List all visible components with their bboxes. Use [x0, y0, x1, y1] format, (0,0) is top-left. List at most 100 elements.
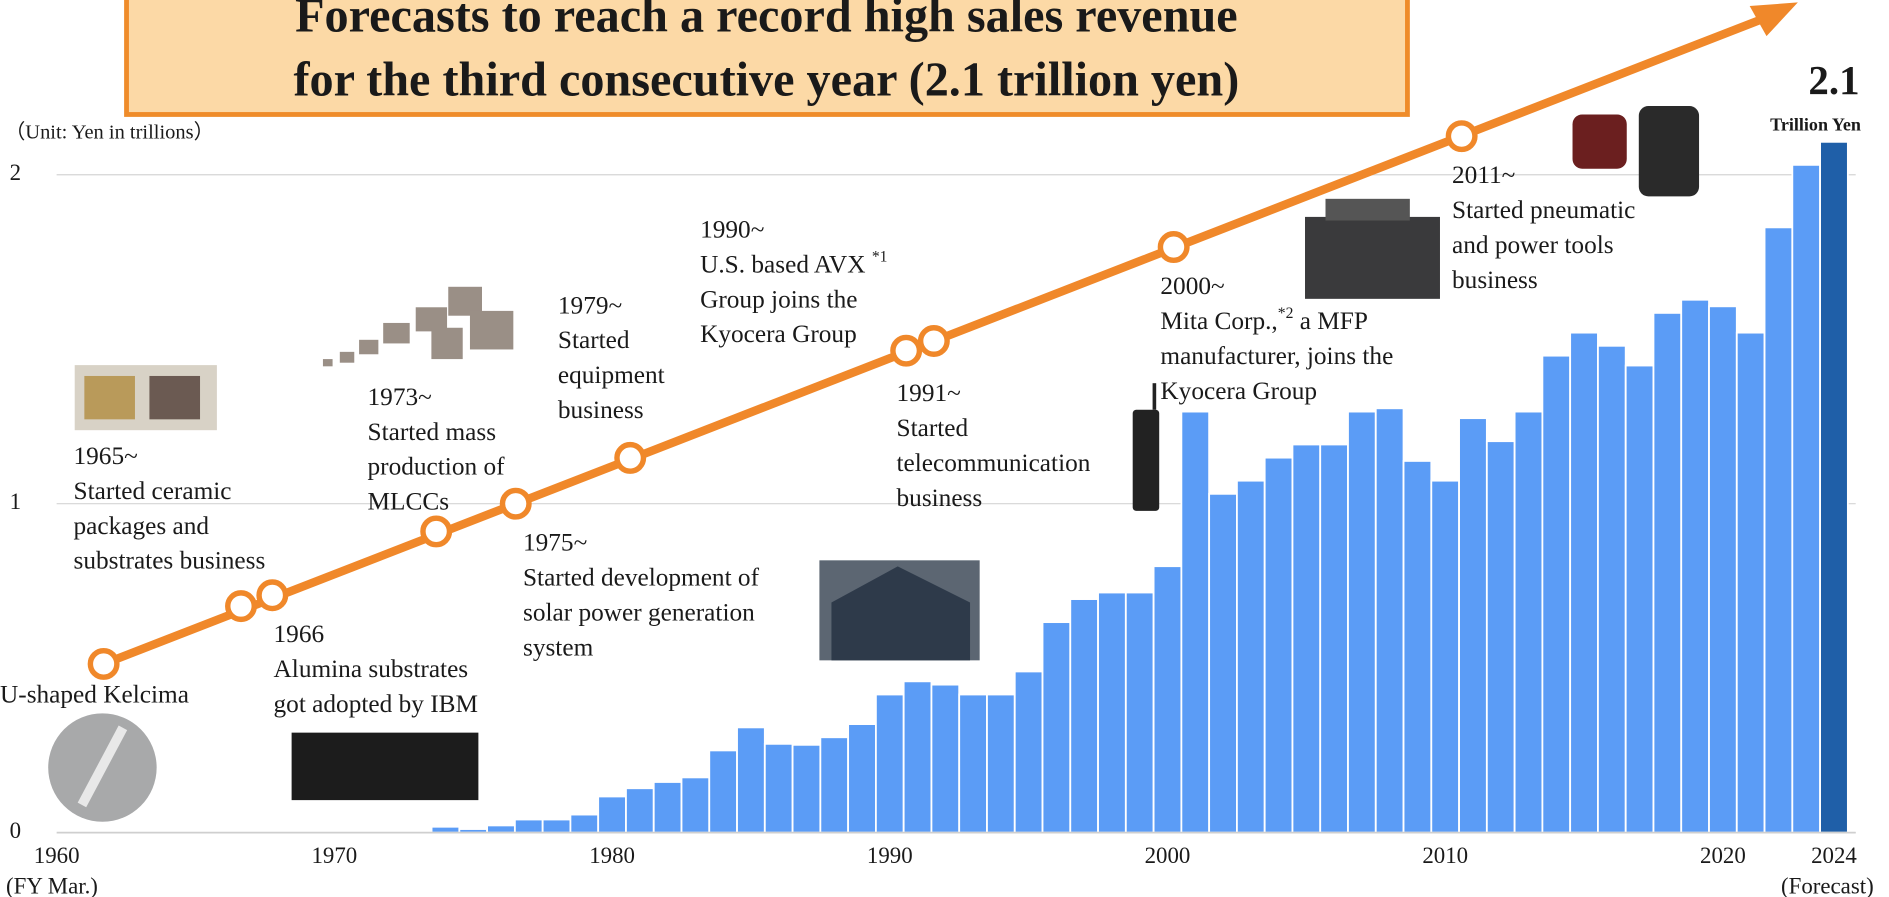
bar	[1180, 410, 1211, 834]
milestone-marker	[614, 441, 647, 474]
annotation-text: Started ceramic	[74, 477, 232, 505]
bar	[1485, 440, 1516, 834]
annotation-text: 1990~	[700, 215, 764, 243]
x-tick-label: 1990	[867, 843, 913, 868]
milestone-marker	[87, 647, 120, 680]
chart-title: for the third consecutive year (2.1 tril…	[294, 53, 1240, 106]
bar	[1458, 417, 1488, 834]
annotation-text: Started mass	[368, 418, 497, 446]
annotation-text: 1991~	[897, 379, 961, 407]
annotation-text: 1973~	[368, 383, 432, 411]
annotation: 1990~ U.S. based AVX *1 Group joins the Kyo…	[700, 215, 887, 348]
bar	[1041, 621, 1072, 834]
bar	[986, 693, 1016, 834]
annotation-text: telecommunication	[897, 449, 1091, 477]
annotation-text: system	[523, 633, 594, 661]
bar	[958, 693, 988, 834]
milestone-marker	[1157, 231, 1190, 263]
annotation-text: 1979~	[558, 291, 622, 319]
annotation-text: business	[897, 484, 983, 512]
bar	[597, 795, 627, 834]
bar	[1263, 456, 1294, 834]
photo-mlcc	[322, 286, 514, 367]
bar	[1069, 598, 1099, 834]
annotation: 1973~ Started mass production of MLCCs	[368, 383, 506, 516]
bar	[1236, 479, 1266, 834]
bar	[625, 787, 655, 834]
bar	[1152, 565, 1183, 834]
bar	[541, 818, 572, 834]
chart-title: Forecasts to reach a record high sales r…	[295, 0, 1238, 43]
annotation-text: MLCCs	[368, 488, 450, 516]
title-banner	[124, 0, 1410, 117]
y-axis-unit: （Unit: Yen in trillions）	[5, 120, 214, 143]
annotation-text: equipment	[558, 361, 665, 389]
photo-tools	[1572, 114, 1627, 169]
bar	[1569, 331, 1599, 834]
photo-phone	[1132, 409, 1160, 511]
x-tick-label: 1980	[589, 843, 635, 868]
annotation-text: solar power generation	[523, 598, 755, 626]
bar	[874, 693, 905, 834]
annotation-text: U.S. based AVX	[700, 250, 872, 278]
y-tick-label: 2	[10, 160, 21, 185]
annotation: 1975~ Started development of solar power g…	[523, 528, 760, 661]
bar	[1013, 670, 1044, 834]
bar	[1374, 407, 1405, 834]
bar	[1513, 410, 1544, 834]
bar	[1735, 331, 1766, 834]
x-tick-label: 2010	[1422, 843, 1468, 868]
annotation-text: *1	[872, 248, 888, 265]
bar	[486, 824, 516, 834]
photos	[48, 106, 1700, 822]
x-tick-label: 2024	[1811, 843, 1857, 868]
photo-packages	[84, 375, 135, 420]
milestone-marker	[917, 325, 950, 357]
bar	[930, 683, 961, 834]
annotation-text: *2	[1278, 305, 1294, 322]
x-axis-note: (FY Mar.)	[6, 873, 98, 897]
annotation-text: Mita Corp.,	[1160, 307, 1277, 335]
bar	[1680, 298, 1710, 834]
annotation-text: 1975~	[523, 528, 587, 556]
value-unit: Trillion Yen	[1770, 115, 1861, 135]
annotation-text: 2000~	[1160, 272, 1224, 300]
annotation-text: Started	[897, 414, 969, 442]
annotation-text: Kyocera Group	[1160, 377, 1317, 405]
annotation-text: a MFP	[1293, 307, 1368, 335]
y-tick-label: 0	[10, 818, 21, 843]
x-tick-label: 2000	[1145, 843, 1191, 868]
bar	[791, 743, 822, 834]
bar	[1430, 479, 1460, 834]
milestone-marker	[1445, 120, 1478, 153]
x-tick-label: 1960	[34, 843, 80, 868]
bar	[1124, 591, 1155, 834]
milestone-marker	[256, 579, 289, 612]
x-tick-label: 2020	[1700, 843, 1746, 868]
annotation-text: Started pneumatic	[1452, 196, 1635, 224]
annotation: 2011~ Started pneumatic and power tools bus…	[1452, 161, 1635, 294]
annotation-text: 2011~	[1452, 161, 1515, 189]
photo-mfp	[1325, 198, 1410, 221]
photo-tools	[1638, 106, 1700, 197]
photo-substrates	[291, 732, 479, 801]
annotation: 1991~ Started telecommunication business	[897, 379, 1091, 512]
bar	[1652, 311, 1683, 834]
annotation-text: 1966	[274, 620, 325, 648]
annotation: 1965~ Started ceramic packages and substrat…	[74, 442, 266, 575]
annotation-text: 1965~	[74, 442, 138, 470]
annotation-text: and power tools	[1452, 231, 1614, 259]
milestone-marker	[420, 515, 453, 548]
annotation-text: Group joins the	[700, 285, 857, 313]
bar	[652, 781, 683, 834]
arrow-head	[1749, 2, 1798, 37]
annotation-text: U-shaped Kelcima	[0, 680, 189, 708]
annotation-text: business	[558, 396, 644, 424]
bar	[763, 742, 794, 834]
annotation-text: business	[1452, 266, 1538, 294]
photo-solar	[831, 566, 971, 661]
bar	[513, 818, 544, 834]
bar	[1763, 226, 1794, 834]
